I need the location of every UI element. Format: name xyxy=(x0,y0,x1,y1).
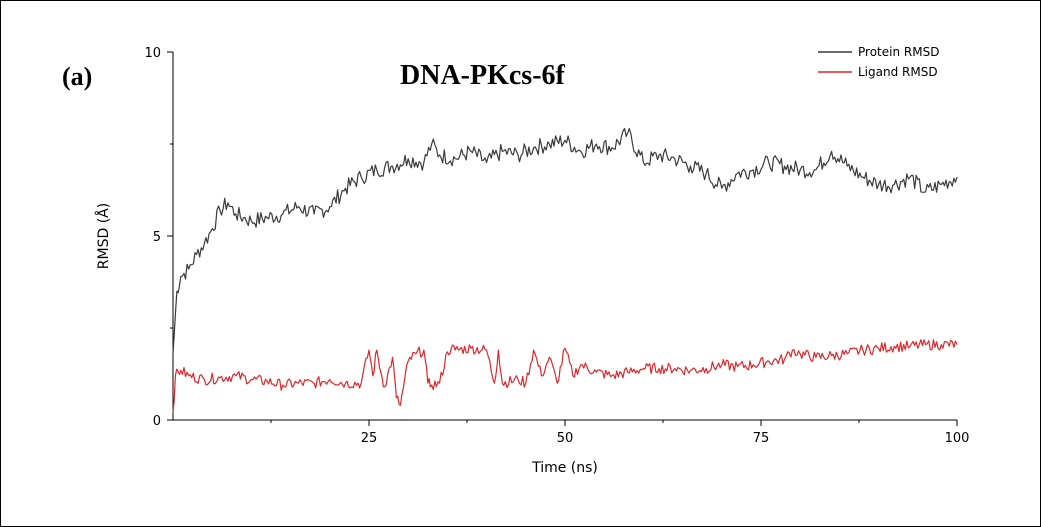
series-line-protein-rmsd xyxy=(172,127,958,354)
chart-title: DNA-PKcs-6f xyxy=(400,60,565,91)
y-tick-label: 0 xyxy=(153,414,161,429)
y-axis-title: RMSD (Å) xyxy=(95,203,112,269)
x-tick-label: 100 xyxy=(945,431,970,446)
x-tick-label: 75 xyxy=(753,431,770,446)
y-tick-label: 5 xyxy=(153,230,161,245)
x-tick-label: 25 xyxy=(361,431,378,446)
x-tick-label: 50 xyxy=(557,431,574,446)
legend-label: Ligand RMSD xyxy=(858,65,938,79)
y-tick-label: 10 xyxy=(144,46,161,61)
x-axis-title: Time (ns) xyxy=(531,460,598,476)
series-line-ligand-rmsd xyxy=(172,339,958,413)
legend-label: Protein RMSD xyxy=(858,45,939,59)
panel-label: (a) xyxy=(62,62,93,91)
